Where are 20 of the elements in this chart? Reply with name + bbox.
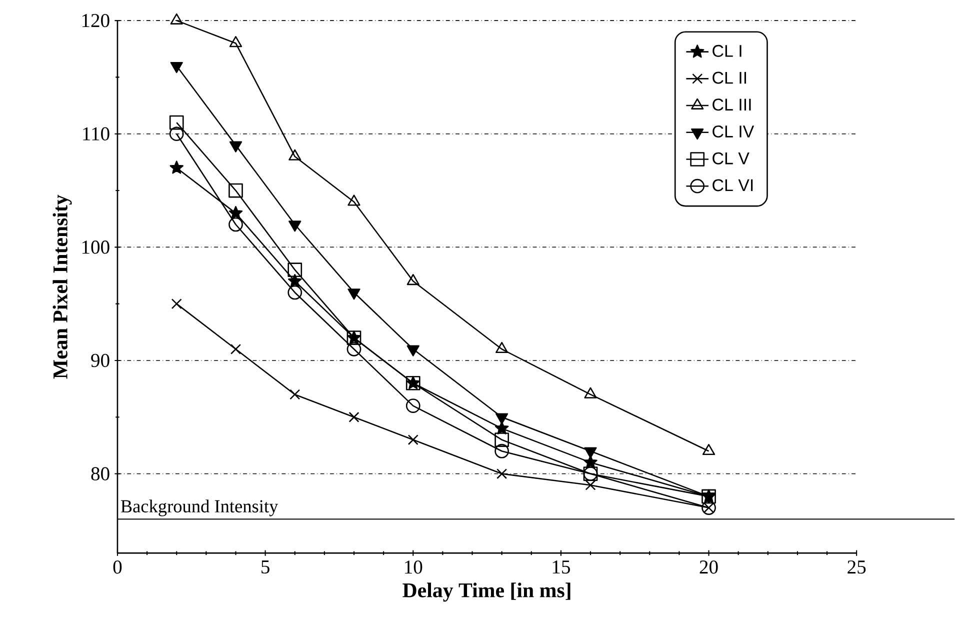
y-tick-label: 120 — [82, 14, 110, 27]
x-tick-label: 0 — [113, 560, 122, 574]
ref-line-label: Background Intensity — [120, 499, 278, 516]
x-tick-label: 25 — [848, 560, 866, 574]
legend-label: CL II — [712, 72, 746, 84]
legend-label: CL I — [712, 44, 742, 57]
legend-label: CL IV — [712, 125, 754, 138]
x-tick-label: 15 — [552, 560, 570, 574]
x-axis-title: Delay Time [in ms] — [402, 582, 570, 602]
x-tick-label: 10 — [405, 560, 422, 574]
x-tick-label: 5 — [262, 560, 270, 574]
y-tick-label: 100 — [82, 240, 110, 254]
y-tick-label: 80 — [91, 467, 110, 480]
y-tick-label: 110 — [83, 127, 110, 140]
x-tick-label: 20 — [700, 560, 718, 574]
y-axis-title: Mean Pixel Intensity — [52, 194, 72, 379]
legend-label: CL III — [712, 98, 751, 110]
legend-label: CL V — [712, 152, 750, 164]
y-tick-label: 90 — [91, 354, 110, 367]
legend-label: CL VI — [712, 179, 753, 192]
